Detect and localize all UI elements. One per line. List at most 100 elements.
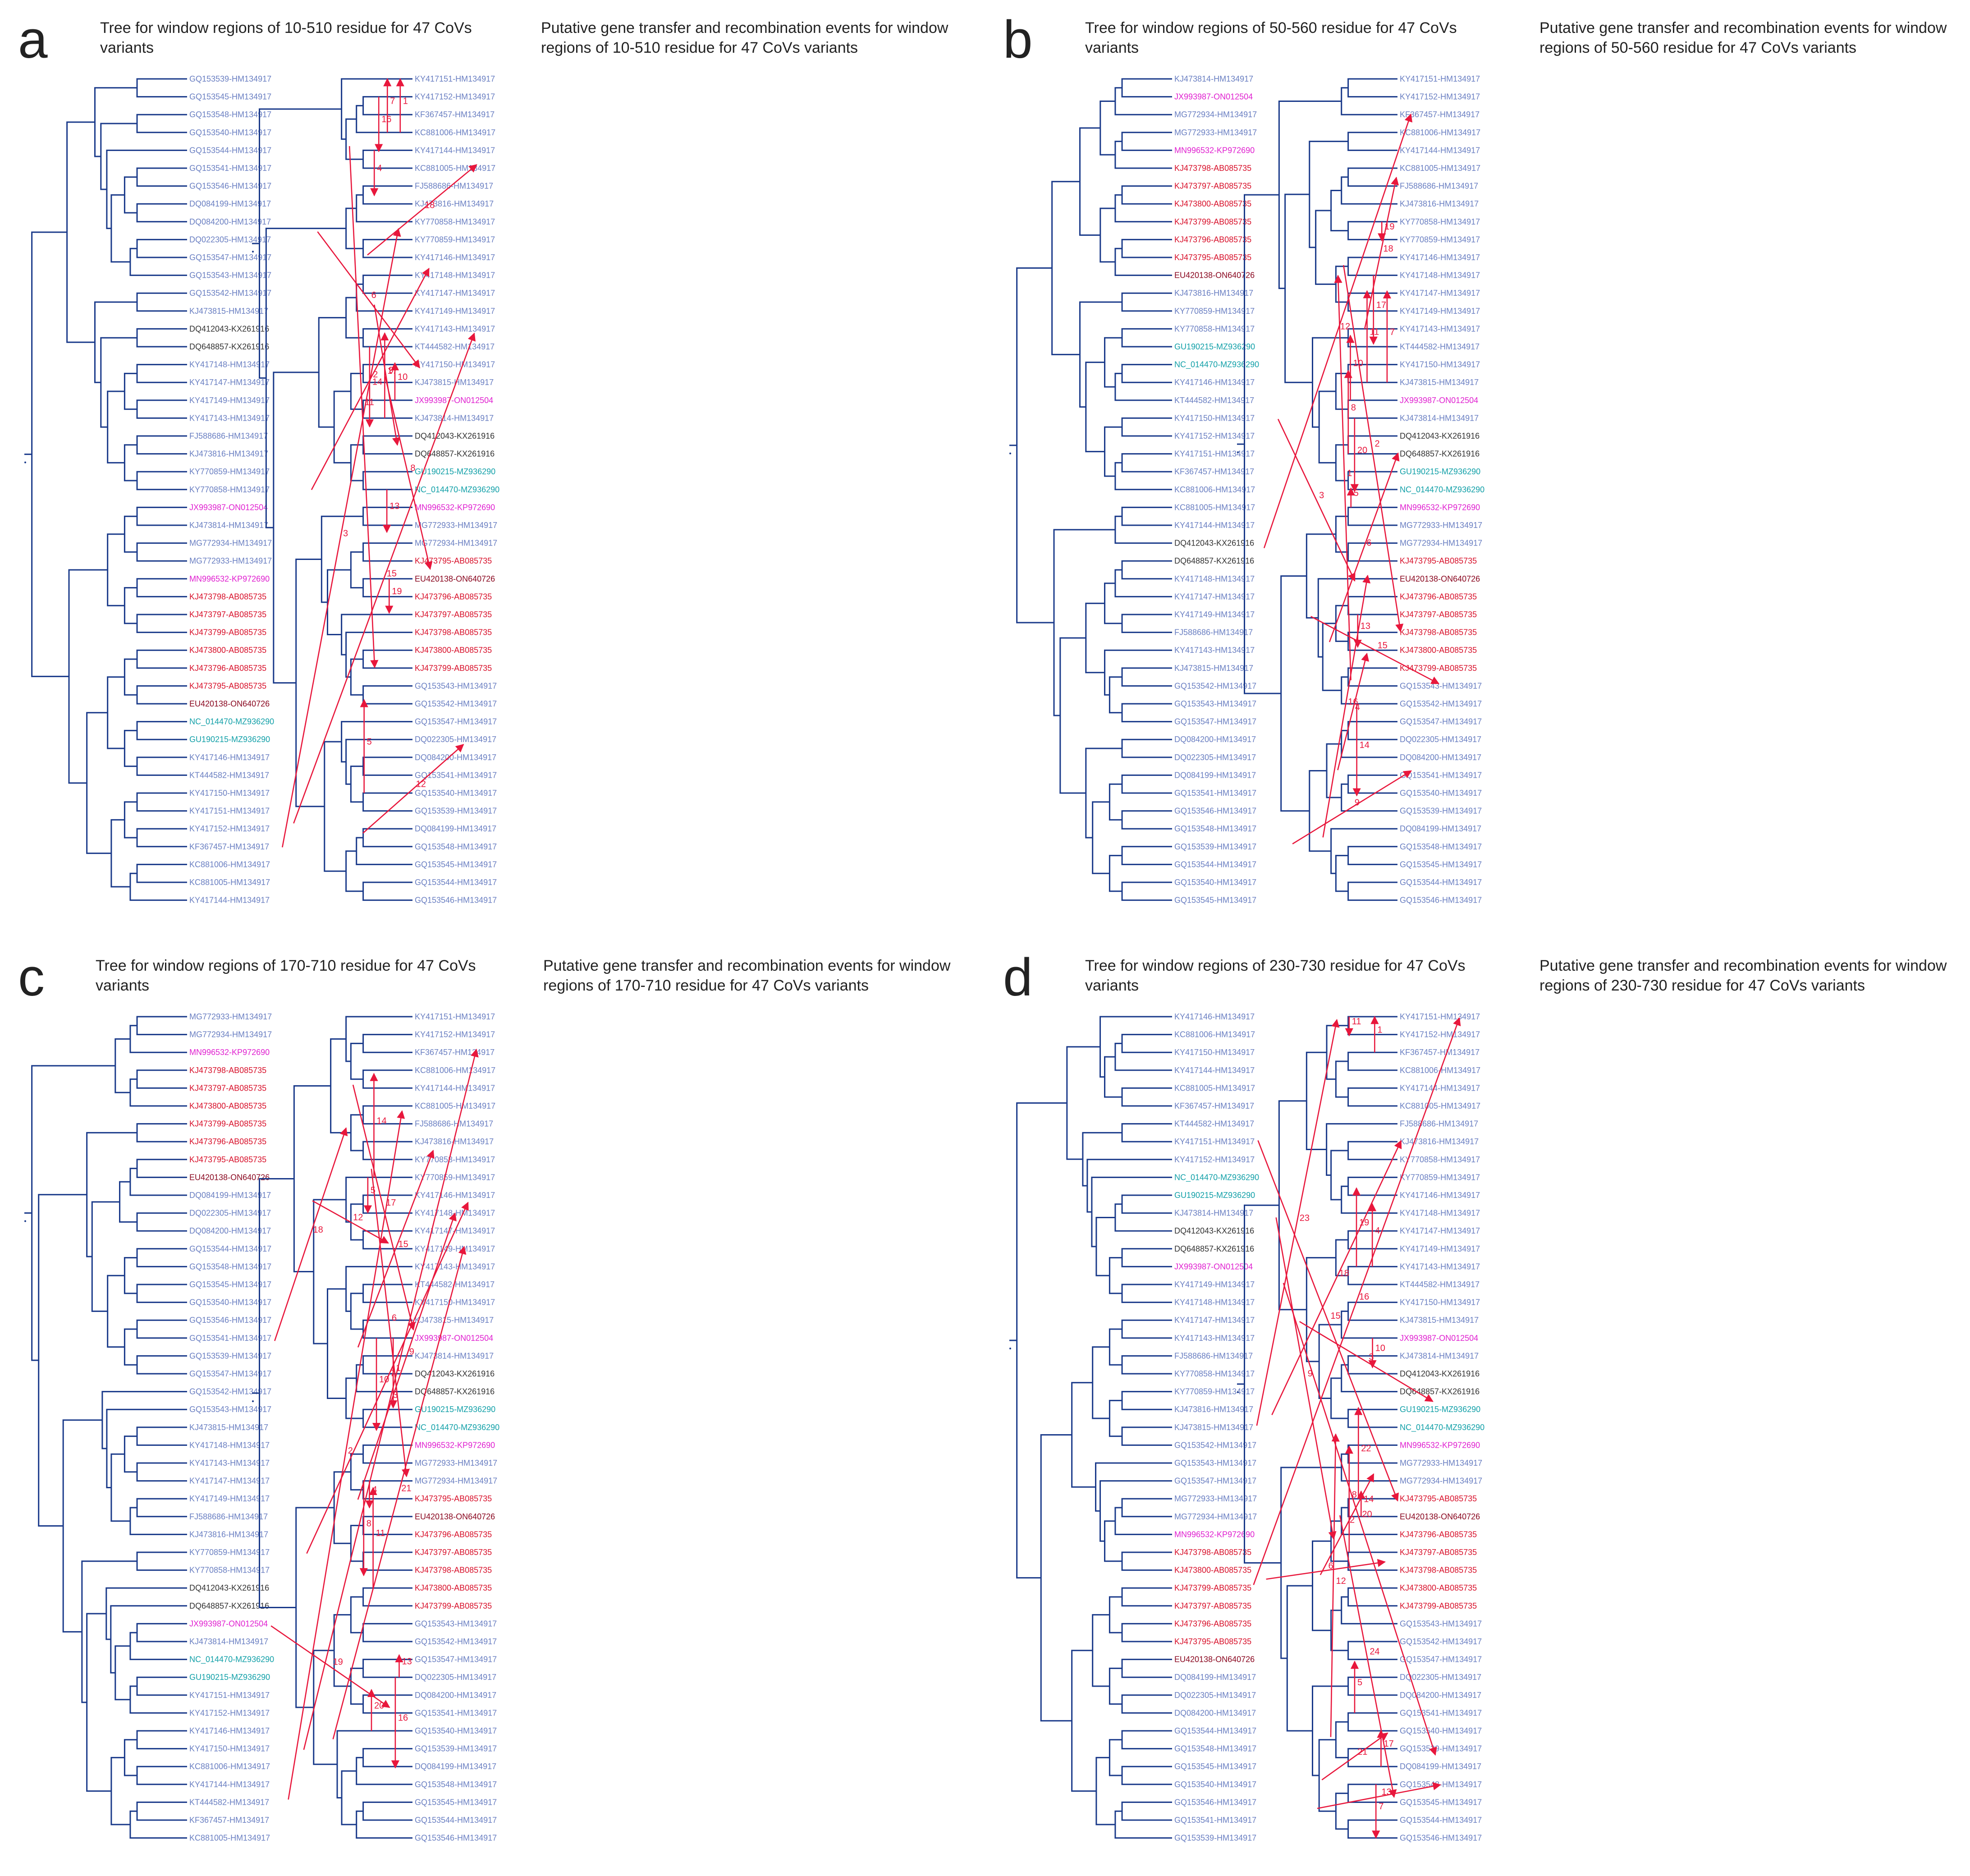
event-tree-leaf-label: KJ473796-AB085735 — [1400, 1530, 1477, 1539]
tree-branch — [1121, 1194, 1172, 1214]
tree-branch — [1109, 1399, 1122, 1437]
window-tree-leaf-label: KY417150-HM134917 — [189, 789, 270, 798]
tree-branch — [1347, 1087, 1397, 1107]
window-tree-leaf-label: KY417143-HM134917 — [189, 1459, 270, 1468]
event-number: 6 — [1366, 538, 1371, 548]
tree-branch — [101, 1391, 187, 1449]
tree-branch — [66, 121, 95, 343]
tree-branch — [1095, 1462, 1172, 1512]
tree-branch — [362, 435, 412, 455]
window-tree-leaf-label: KY770859-HM134917 — [1174, 1387, 1255, 1396]
event-tree-leaf-label: KY770858-HM134917 — [415, 217, 495, 226]
tree-branch — [362, 1105, 412, 1125]
tree-branch — [1114, 194, 1172, 223]
tree-branch — [1121, 1498, 1172, 1518]
tree-branch — [356, 837, 412, 865]
window-tree-leaf-label: NC_014470-MZ936290 — [189, 717, 274, 727]
event-number: 20 — [374, 1701, 384, 1711]
event-tree-leaf-label: KT444582-HM134917 — [415, 342, 495, 351]
event-tree-leaf-label: FJ588686-HM134917 — [1400, 182, 1478, 191]
tree-branch — [1092, 1614, 1110, 1687]
event-tree-leaf-label: NC_014470-MZ936290 — [415, 1423, 499, 1432]
window-tree-leaf-label: KF367457-HM134917 — [189, 1816, 269, 1825]
window-tree-leaf-label: KY417148-HM134917 — [1174, 574, 1255, 583]
event-tree-leaf-label: KJ473816-HM134917 — [1400, 1137, 1479, 1146]
window-tree-leaf-label: DQ022305-HM134917 — [189, 1209, 271, 1218]
tree-branch — [1121, 132, 1172, 151]
event-tree-leaf-label: FJ588686-HM134917 — [415, 1119, 493, 1128]
window-tree-leaf-label: DQ412043-KX261916 — [1174, 1226, 1254, 1235]
event-tree-leaf-label: KJ473798-AB085735 — [415, 1566, 492, 1575]
tree-branch — [1286, 1585, 1313, 1732]
tree-branch — [1092, 1346, 1110, 1419]
tree-branch — [1095, 1217, 1115, 1276]
window-tree-leaf-label: KJ473798-AB085735 — [1174, 164, 1251, 173]
window-tree-leaf-label: KY417143-HM134917 — [189, 413, 270, 422]
window-tree-leaf-label: DQ648857-KX261916 — [1174, 1244, 1254, 1253]
tree-branch — [124, 444, 137, 482]
event-tree-leaf-label: KY770859-HM134917 — [1400, 235, 1480, 244]
window-tree-leaf-label: KJ473816-HM134917 — [1174, 289, 1253, 298]
tree-branch — [327, 569, 351, 636]
tree-branch — [1114, 372, 1172, 401]
tree-branch — [1347, 721, 1397, 740]
tree-branch — [1330, 190, 1348, 232]
tree-branch — [1040, 1434, 1072, 1722]
tree-branch — [1341, 783, 1397, 812]
event-tree-leaf-label: KJ473796-AB085735 — [415, 1530, 492, 1539]
event-tree-leaf-label: KY417150-HM134917 — [1400, 360, 1480, 369]
tree-branch — [1121, 1391, 1172, 1410]
window-tree-leaf-label: KY417150-HM134917 — [1174, 413, 1255, 422]
window-tree-leaf-label: NC_014470-MZ936290 — [1174, 1173, 1259, 1182]
event-arrow-12 — [1263, 113, 1413, 549]
window-tree-leaf-label: KJ473814-HM134917 — [1174, 1209, 1253, 1218]
window-tree-leaf-label: KY417150-HM134917 — [1174, 1048, 1255, 1057]
tree-branch — [1085, 362, 1105, 453]
tree-branch — [124, 1257, 137, 1294]
event-tree-leaf-label: KY417149-HM134917 — [1400, 307, 1480, 316]
tree-branch — [362, 149, 412, 169]
window-tree-leaf-label: GQ153541-HM134917 — [189, 1334, 271, 1343]
event-tree-leaf-label: KY417144-HM134917 — [1400, 146, 1480, 155]
window-tree-leaf-label: GQ153543-HM134917 — [189, 1405, 271, 1414]
event-tree-leaf-label: KY417152-HM134917 — [415, 92, 495, 101]
event-tree-leaf-label: EU420138-ON640726 — [1400, 1512, 1480, 1521]
event-tree-leaf-label: DQ022305-HM134917 — [1400, 735, 1481, 744]
tree-branch — [1121, 1248, 1172, 1267]
tree-branch — [136, 114, 187, 133]
event-tree-leaf-label: GQ153544-HM134917 — [1400, 1816, 1482, 1825]
tree-branch — [106, 149, 187, 229]
event-number: 8 — [1352, 1490, 1357, 1500]
event-tree-leaf-label: GQ153541-HM134917 — [1400, 771, 1482, 780]
event-tree-leaf-label: GQ153539-HM134917 — [1400, 1744, 1482, 1753]
event-tree-leaf-label: KY417151-HM134917 — [415, 74, 495, 83]
tree-branch — [1121, 1623, 1172, 1642]
tree-branch — [1104, 583, 1122, 624]
tree-branch — [81, 1560, 137, 1703]
event-number: 20 — [1362, 1509, 1372, 1519]
event-tree-leaf-label: MG772933-HM134917 — [1400, 521, 1482, 530]
window-tree-leaf-label: KY417147-HM134917 — [1174, 592, 1255, 601]
tree-branch — [330, 1038, 351, 1133]
tree-branch — [1104, 1520, 1122, 1562]
tree-branch — [107, 1275, 125, 1348]
tree-branch — [124, 1739, 137, 1776]
window-tree-leaf-label: DQ412043-KX261916 — [189, 324, 269, 333]
event-tree-leaf-label: EU420138-ON640726 — [1400, 574, 1480, 583]
window-tree-leaf-label: KY770859-HM134917 — [189, 467, 270, 476]
tree-branch — [350, 766, 363, 803]
tree-branch — [1114, 462, 1172, 491]
tree-branch — [362, 1319, 412, 1339]
event-tree-leaf-label: KJ473797-AB085735 — [415, 1548, 492, 1557]
tree-branch — [107, 676, 125, 749]
event-number: 9 — [1355, 798, 1360, 808]
tree-branch — [362, 1748, 412, 1767]
panel-d: d Tree for window regions of 230-730 res… — [985, 938, 1970, 1876]
event-tree-leaf-label: GQ153545-HM134917 — [1400, 860, 1482, 869]
window-tree-leaf-label: MN996532-KP972690 — [189, 1048, 270, 1057]
panel-label: a — [18, 10, 48, 69]
window-tree — [24, 1016, 187, 1839]
window-tree-leaf-label: GQ153542-HM134917 — [189, 289, 271, 298]
window-tree-leaf-label: DQ022305-HM134917 — [1174, 753, 1256, 762]
event-arrow-4 — [1337, 652, 1370, 771]
